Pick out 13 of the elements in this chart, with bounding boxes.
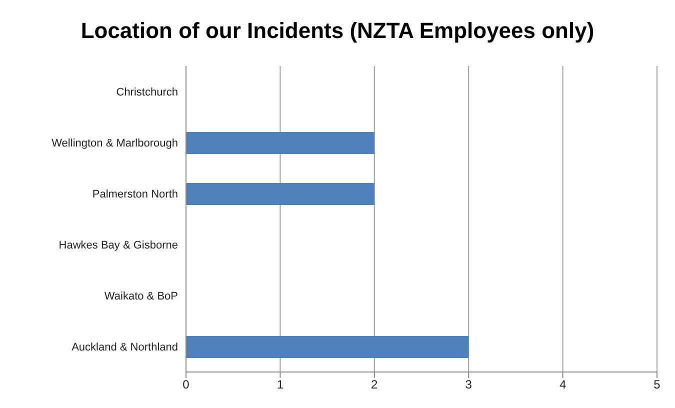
y-tick-label: Waikato & BoP [104, 290, 178, 302]
y-tick-label: Christchurch [116, 86, 178, 98]
chart-title: Location of our Incidents (NZTA Employees only) [80, 17, 596, 45]
x-tick-label: 1 [276, 378, 284, 392]
x-tick-label: 3 [465, 378, 472, 392]
x-tick-label: 5 [654, 378, 661, 392]
y-tick-label: Palmerston North [92, 188, 178, 200]
y-tick-label: Auckland & Northland [72, 341, 178, 354]
x-tick-label: 2 [371, 378, 378, 392]
y-tick-label: Wellington & Marlborough [52, 137, 178, 150]
x-tick-label: 0 [182, 378, 190, 392]
y-tick-label: Hawkes Bay & Gisborne [58, 239, 178, 252]
x-tick-label: 4 [559, 378, 566, 392]
